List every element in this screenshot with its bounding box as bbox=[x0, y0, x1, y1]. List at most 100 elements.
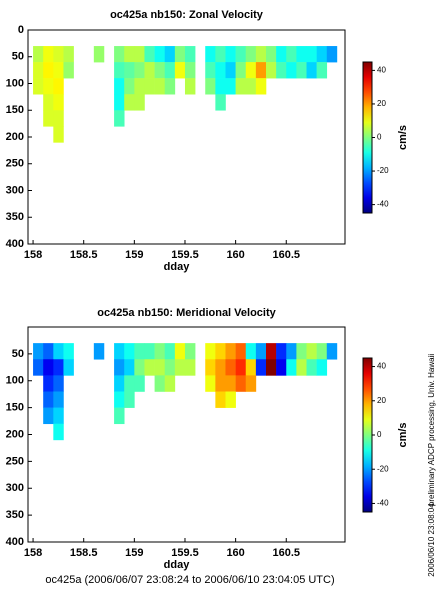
cell bbox=[316, 62, 328, 79]
cell bbox=[276, 62, 287, 79]
cell bbox=[225, 46, 236, 63]
cell bbox=[63, 359, 74, 376]
x-tick-label: 160.5 bbox=[272, 249, 300, 261]
cell bbox=[164, 46, 176, 63]
cell bbox=[43, 407, 54, 425]
cell bbox=[154, 78, 166, 95]
colorbar bbox=[362, 61, 373, 214]
cell bbox=[53, 375, 64, 392]
cell bbox=[205, 359, 216, 376]
cell bbox=[225, 343, 236, 360]
cell bbox=[235, 78, 247, 95]
colorbar-tick-label: -20 bbox=[377, 166, 389, 175]
x-tick-label: 158.5 bbox=[70, 547, 98, 559]
cell bbox=[276, 343, 287, 360]
y-tick-label: 300 bbox=[6, 184, 24, 196]
cell bbox=[255, 46, 267, 63]
cell bbox=[245, 62, 257, 79]
cell bbox=[53, 391, 64, 408]
cell bbox=[144, 62, 155, 79]
cell bbox=[225, 62, 236, 79]
cell bbox=[255, 359, 267, 376]
cell bbox=[316, 343, 328, 360]
y-tick-label: 150 bbox=[6, 402, 24, 414]
chart-title: oc425a nb150: Meridional Velocity bbox=[97, 307, 276, 319]
cell bbox=[215, 391, 226, 408]
colorbar-tick-label: 20 bbox=[377, 99, 386, 108]
cell bbox=[134, 343, 145, 360]
cell bbox=[235, 375, 247, 392]
cell bbox=[286, 62, 297, 79]
cell bbox=[316, 46, 328, 63]
cell bbox=[53, 62, 64, 79]
cell bbox=[164, 359, 176, 376]
cell bbox=[114, 391, 125, 408]
cell bbox=[63, 62, 74, 79]
x-axis-label: dday bbox=[164, 261, 191, 273]
colorbar bbox=[362, 357, 373, 513]
cell bbox=[215, 78, 226, 95]
y-tick-label: 150 bbox=[6, 104, 24, 116]
cell bbox=[63, 46, 74, 63]
cell bbox=[154, 359, 166, 376]
cell bbox=[43, 94, 54, 111]
y-tick-label: 50 bbox=[12, 348, 24, 360]
cell bbox=[164, 62, 176, 79]
cell bbox=[114, 46, 125, 63]
cell bbox=[266, 359, 277, 376]
cell bbox=[174, 359, 186, 376]
cell bbox=[266, 46, 277, 63]
cell bbox=[33, 78, 44, 95]
cell bbox=[205, 78, 216, 95]
chart-title: oc425a nb150: Zonal Velocity bbox=[110, 9, 264, 21]
cell bbox=[276, 359, 287, 376]
x-tick-label: 159 bbox=[125, 249, 143, 261]
cell bbox=[144, 343, 155, 360]
y-tick-label: 400 bbox=[6, 238, 24, 250]
y-tick-label: 0 bbox=[18, 24, 24, 36]
colorbar-tick-label: 0 bbox=[377, 133, 382, 142]
cell bbox=[124, 46, 135, 63]
cell bbox=[184, 78, 196, 95]
cell bbox=[245, 375, 257, 392]
cell bbox=[306, 359, 317, 376]
cell bbox=[215, 375, 226, 392]
cell bbox=[326, 343, 338, 360]
x-tick-label: 159.5 bbox=[171, 547, 199, 559]
y-tick-label: 350 bbox=[6, 211, 24, 223]
colorbar-label: cm/s bbox=[397, 125, 409, 150]
cell bbox=[43, 375, 54, 392]
x-tick-label: 160 bbox=[226, 547, 244, 559]
cell bbox=[124, 391, 135, 408]
cell bbox=[43, 78, 54, 95]
cell bbox=[306, 46, 317, 63]
cell bbox=[296, 46, 307, 63]
cell bbox=[144, 78, 155, 95]
colorbar-tick-label: 40 bbox=[377, 65, 386, 74]
cell bbox=[296, 62, 307, 79]
cell bbox=[53, 126, 64, 143]
x-tick-label: 158 bbox=[24, 547, 42, 559]
cell bbox=[124, 94, 135, 111]
cell bbox=[53, 343, 64, 360]
colorbar-tick-label: -40 bbox=[377, 200, 389, 209]
y-tick-label: 100 bbox=[6, 375, 24, 387]
cell bbox=[134, 94, 145, 111]
cell bbox=[53, 94, 64, 111]
cell bbox=[245, 359, 257, 376]
colorbar-tick-label: 20 bbox=[377, 396, 386, 405]
cell bbox=[33, 62, 44, 79]
x-tick-label: 160.5 bbox=[272, 547, 300, 559]
cell bbox=[184, 343, 196, 360]
cell bbox=[134, 46, 145, 63]
cell bbox=[235, 62, 247, 79]
cell bbox=[43, 46, 54, 63]
cell bbox=[33, 46, 44, 63]
cell bbox=[276, 46, 287, 63]
cell bbox=[286, 46, 297, 63]
cell bbox=[326, 46, 338, 63]
cell bbox=[33, 359, 44, 376]
side-date: 2006/06/10 23:08:04 bbox=[427, 503, 436, 577]
cell bbox=[124, 343, 135, 360]
cell bbox=[53, 46, 64, 63]
